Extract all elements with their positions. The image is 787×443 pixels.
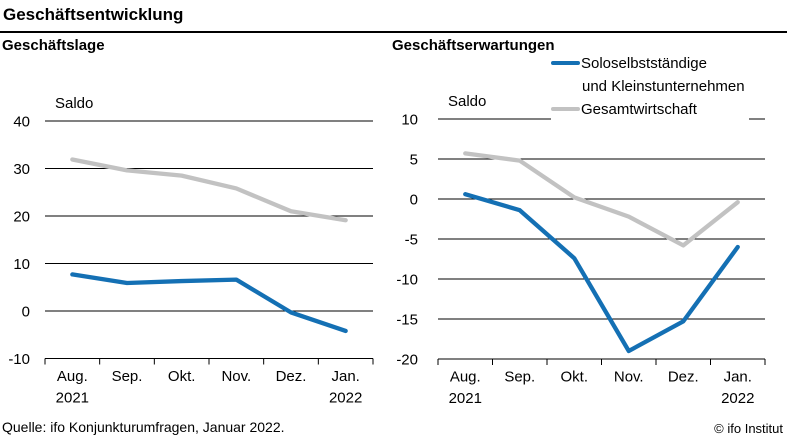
legend-line-swatch-blue — [551, 61, 580, 65]
y-tick-label: 0 — [410, 192, 418, 209]
series-line — [463, 151, 740, 248]
title-divider — [0, 31, 787, 33]
series-line — [70, 272, 348, 334]
chart-title-geschaeftserwartungen: Geschäftserwartungen — [392, 37, 555, 54]
y-axis-unit-label: Saldo — [448, 93, 486, 110]
x-tick-label: Okt. — [168, 368, 196, 385]
legend-line-swatch-gray — [551, 107, 580, 111]
y-tick-label: 10 — [13, 256, 30, 273]
chart-legend: Soloselbstständige und Kleinstunternehme… — [551, 52, 749, 121]
year-label: 2022 — [721, 390, 754, 407]
x-tick-label: Dez. — [668, 369, 699, 386]
y-tick-label: -10 — [8, 351, 30, 368]
legend-label: Gesamtwirtschaft — [581, 101, 697, 118]
legend-item-gesamtwirtschaft: Gesamtwirtschaft — [551, 98, 745, 121]
y-tick-label: 5 — [410, 152, 418, 169]
x-tick-label: Jan. — [331, 368, 359, 385]
geschaeftslage-line-chart: 40 30 20 10 0 -10 Aug. Sep. Okt. Nov. Dez. Jan. 2021… — [8, 95, 374, 407]
x-tick-label: Dez. — [276, 368, 307, 385]
y-tick-label: 40 — [13, 114, 30, 131]
y-tick-label: 10 — [401, 112, 418, 129]
source-note: Quelle: ifo Konjunkturumfragen, Januar 2… — [2, 419, 285, 435]
y-tick-label: 0 — [22, 304, 30, 321]
x-tick-label: Nov. — [221, 368, 251, 385]
y-tick-label: -10 — [396, 272, 418, 289]
x-tick-label: Aug. — [57, 368, 88, 385]
year-label: 2021 — [56, 390, 89, 407]
x-tick-label: Okt. — [560, 369, 588, 386]
x-tick-label: Aug. — [450, 369, 481, 386]
year-label: 2021 — [449, 390, 482, 407]
y-tick-label: 30 — [13, 161, 30, 178]
legend-item-soloselbststaendige: Soloselbstständige — [551, 52, 745, 75]
y-axis-unit-label: Saldo — [55, 95, 93, 112]
y-tick-label: -15 — [396, 312, 418, 329]
series-line — [463, 192, 740, 354]
y-tick-label: -20 — [396, 352, 418, 369]
legend-label: Soloselbstständige — [581, 55, 707, 72]
legend-label: und Kleinstunternehmen — [582, 78, 745, 95]
x-tick-label: Sep. — [112, 368, 143, 385]
copyright-note: © ifo Institut — [714, 421, 783, 436]
y-tick-label: 20 — [13, 209, 30, 226]
chart-title-geschaeftslage: Geschäftslage — [2, 37, 105, 54]
geschaeftserwartungen-line-chart: 10 5 0 -5 -10 -15 -20 Aug. Sep. Okt. Nov. Dez. Jan. 2… — [396, 93, 766, 407]
page-title: Geschäftsentwicklung — [3, 5, 184, 24]
x-tick-label: Jan. — [724, 369, 752, 386]
legend-item-soloselbststaendige-line2: und Kleinstunternehmen — [551, 75, 745, 98]
series-line — [70, 157, 348, 223]
year-label: 2022 — [329, 390, 362, 407]
x-tick-label: Nov. — [614, 369, 644, 386]
x-tick-label: Sep. — [504, 369, 535, 386]
y-tick-label: -5 — [405, 232, 418, 249]
